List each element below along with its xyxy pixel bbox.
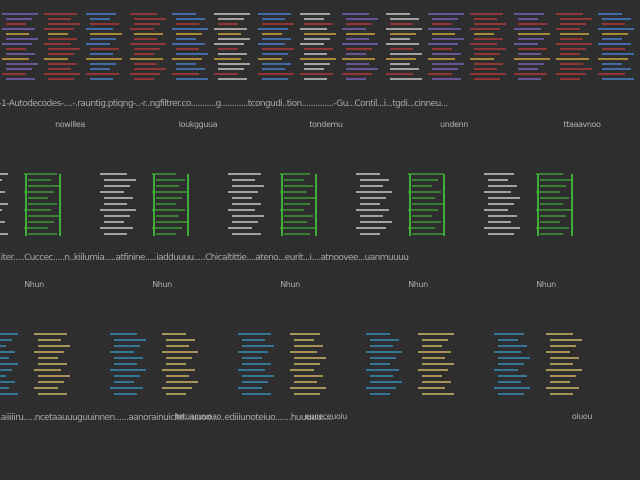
- thumbnail-glyph-icon: [494, 333, 582, 395]
- thumbnail-glyph-icon: [386, 13, 506, 80]
- thumbnail-glyph-icon: [356, 173, 445, 236]
- thumbnail-image[interactable]: [256, 8, 378, 90]
- thumbnail-image[interactable]: [128, 8, 250, 90]
- filename-strip: ...iter.....Cuccec.....n..kiilumia.....a…: [0, 253, 409, 263]
- thumbnail-glyph-icon: [484, 173, 573, 236]
- thumbnail-image[interactable]: [384, 8, 506, 90]
- thumbnail-glyph-icon: [0, 173, 61, 236]
- thumbnail-glyph-icon: [0, 333, 70, 395]
- thumbnail-glyph-icon: [228, 173, 317, 236]
- thumbnail-row: [0, 328, 640, 406]
- filename-strip: ...aiiiiiru.....ncetaauuuguuinnen......a…: [0, 413, 333, 423]
- thumbnail-image[interactable]: [0, 328, 94, 410]
- thumbnail-image[interactable]: [0, 168, 84, 250]
- thumbnail-image[interactable]: [92, 168, 212, 250]
- thumbnail-glyph-icon: [130, 13, 250, 80]
- gallery-section-1: ..-1-Autodecodes-....-.rauntig.ptiqng-..…: [0, 8, 640, 138]
- filename-strip: ..-1-Autodecodes-....-.rauntig.ptiqng-..…: [0, 99, 448, 109]
- thumbnail-image[interactable]: [358, 328, 478, 410]
- thumbnail-image[interactable]: [348, 168, 468, 250]
- thumbnail-glyph-icon: [110, 333, 198, 395]
- thumbnail-caption: Nhun: [24, 280, 44, 289]
- thumbnail-image[interactable]: [220, 168, 340, 250]
- thumbnail-glyph-icon: [514, 13, 634, 80]
- thumbnail-row: [0, 8, 640, 90]
- thumbnail-image[interactable]: [230, 328, 350, 410]
- thumbnail-caption: loukgguua: [178, 120, 218, 129]
- thumbnail-caption: euceceuoiu: [305, 412, 347, 421]
- thumbnail-caption: tetuacuuoao: [175, 412, 221, 421]
- thumbnail-image[interactable]: [0, 8, 122, 90]
- thumbnail-image[interactable]: [486, 328, 606, 410]
- gallery-section-2: ...iter.....Cuccec.....n..kiilumia.....a…: [0, 168, 640, 300]
- thumbnail-caption: Nhun: [152, 280, 172, 289]
- thumbnail-image[interactable]: [512, 8, 634, 90]
- thumbnail-image[interactable]: [476, 168, 596, 250]
- thumbnail-caption: nowillea: [55, 120, 85, 129]
- thumbnail-glyph-icon: [2, 13, 122, 80]
- thumbnail-caption: undenn: [440, 120, 468, 129]
- thumbnail-glyph-icon: [258, 13, 378, 80]
- thumbnail-caption: Nhun: [536, 280, 556, 289]
- thumbnail-glyph-icon: [238, 333, 326, 395]
- thumbnail-caption: oiuou: [571, 412, 593, 421]
- thumbnail-caption: ttaaavnoo: [563, 120, 601, 129]
- thumbnail-caption: tondemu: [309, 120, 343, 129]
- thumbnail-glyph-icon: [366, 333, 454, 395]
- thumbnail-caption: Nhun: [408, 280, 428, 289]
- thumbnail-image[interactable]: [102, 328, 222, 410]
- gallery-section-3: ...aiiiiiru.....ncetaauuuguuinnen......a…: [0, 328, 640, 468]
- thumbnail-glyph-icon: [100, 173, 189, 236]
- thumbnail-caption: Nhun: [280, 280, 300, 289]
- thumbnail-row: [0, 168, 640, 246]
